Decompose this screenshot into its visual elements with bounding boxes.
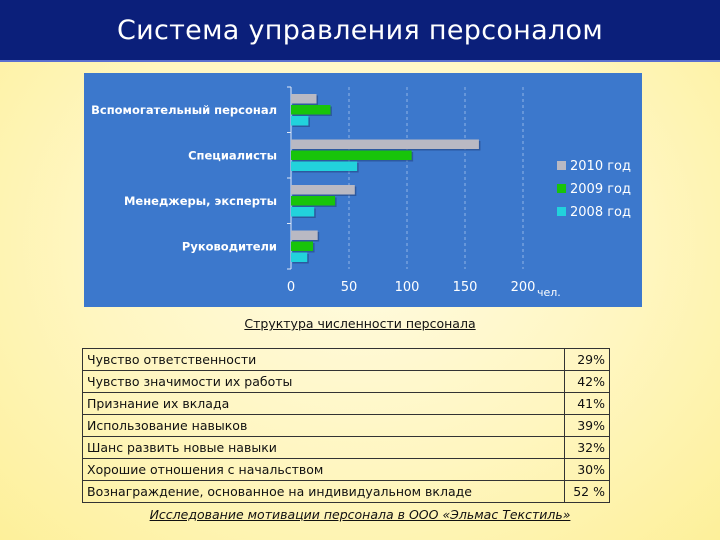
table-row: Вознаграждение, основанное на индивидуал…: [82, 480, 610, 503]
table-cell-label: Признание их вклада: [82, 392, 565, 415]
y-category-label: Вспомогательный персонал: [91, 103, 277, 117]
legend-label: 2008 год: [570, 205, 631, 220]
slide-header: Система управления персоналом: [0, 0, 720, 62]
bar-chart-svg: 0 50 100 150 200 чел. Вспомогательный персонал…: [84, 73, 642, 307]
table-cell-value: 52 %: [564, 480, 610, 503]
table-row: Шанс развить новые навыки 32%: [82, 436, 610, 459]
table-cell-value: 32%: [564, 436, 610, 459]
table-footer: Исследование мотивации персонала в ООО «…: [0, 507, 720, 522]
table-cell-value: 41%: [564, 392, 610, 415]
y-category-label: Специалисты: [188, 148, 277, 162]
bar: [291, 252, 308, 262]
y-category-label: Менеджеры, эксперты: [124, 194, 277, 208]
legend-swatch: [557, 161, 566, 170]
table-cell-label: Вознаграждение, основанное на индивидуал…: [82, 480, 565, 503]
table-cell-label: Чувство ответственности: [82, 348, 565, 371]
chart-background: [84, 73, 642, 307]
bar: [291, 105, 331, 115]
table-row: Признание их вклада 41%: [82, 392, 610, 415]
bar: [291, 150, 412, 160]
bar: [291, 241, 314, 251]
table-row: Чувство ответственности 29%: [82, 348, 610, 371]
table-cell-value: 30%: [564, 458, 610, 481]
motivation-table: Чувство ответственности 29% Чувство значим…: [82, 348, 610, 503]
table-cell-value: 42%: [564, 370, 610, 393]
table-cell-label: Хорошие отношения с начальством: [82, 458, 565, 481]
bar: [291, 161, 358, 171]
table-row: Хорошие отношения с начальством 30%: [82, 458, 610, 481]
bar: [291, 94, 317, 104]
table-cell-label: Шанс развить новые навыки: [82, 436, 565, 459]
slide-title: Система управления персоналом: [116, 14, 603, 46]
x-tick-label: 100: [395, 280, 420, 295]
table-row: Использование навыков 39%: [82, 414, 610, 437]
table-cell-label: Использование навыков: [82, 414, 565, 437]
x-tick-label: 0: [287, 280, 295, 295]
y-category-label: Руководители: [182, 239, 277, 253]
bar: [291, 196, 336, 206]
table-footer-text: Исследование мотивации персонала в ООО «…: [149, 507, 571, 522]
x-tick-label: 50: [341, 280, 358, 295]
chart-caption: Структура численности персонала: [0, 316, 720, 331]
legend-label: 2009 год: [570, 182, 631, 197]
legend-swatch: [557, 184, 566, 193]
table-cell-value: 39%: [564, 414, 610, 437]
legend-label: 2010 год: [570, 159, 631, 174]
bar: [291, 116, 309, 126]
bar-chart: 0 50 100 150 200 чел. Вспомогательный персонал…: [84, 73, 642, 307]
table-cell-value: 29%: [564, 348, 610, 371]
x-tick-label: 150: [453, 280, 478, 295]
bar: [291, 139, 479, 149]
x-unit-label: чел.: [537, 286, 561, 299]
x-tick-label: 200: [511, 280, 536, 295]
legend-swatch: [557, 207, 566, 216]
bar: [291, 185, 355, 195]
chart-caption-text: Структура численности персонала: [244, 316, 476, 331]
table-cell-label: Чувство значимости их работы: [82, 370, 565, 393]
bar: [291, 230, 318, 240]
bar: [291, 207, 315, 217]
table-row: Чувство значимости их работы 42%: [82, 370, 610, 393]
